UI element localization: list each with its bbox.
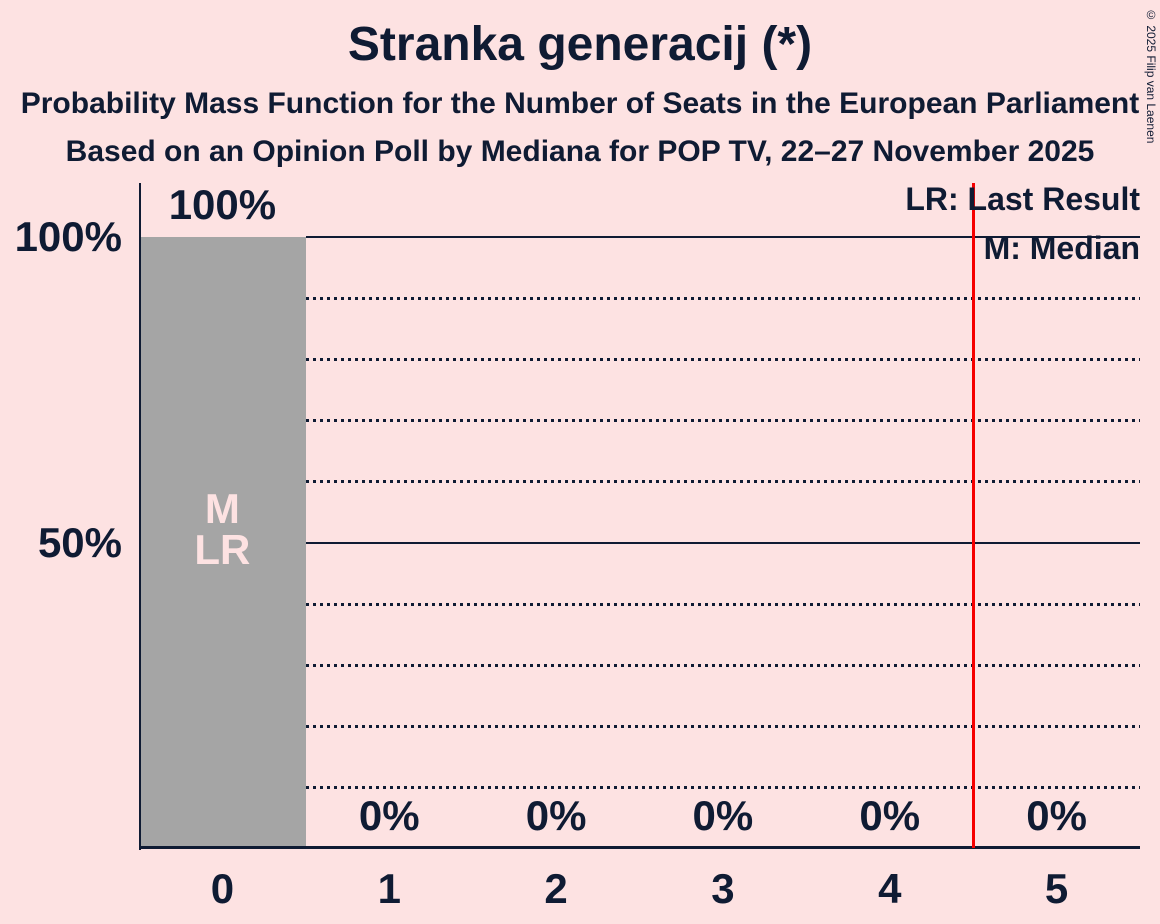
x-tick-label: 3 — [711, 865, 735, 912]
x-axis-line — [139, 846, 1140, 849]
chart-subtitle-line2: Based on an Opinion Poll by Mediana for … — [65, 135, 1095, 168]
median-last-result-annotation: M LR — [142, 485, 302, 573]
bar-value-label: 0% — [859, 792, 921, 839]
x-tick-label: 2 — [544, 865, 568, 912]
majority-threshold-line — [971, 183, 975, 848]
bar-value-label: 0% — [525, 792, 587, 839]
copyright-notice: © 2025 Filip van Laenen — [1144, 8, 1158, 144]
chart-title: Stranka generacij (*) — [347, 18, 813, 71]
x-tick-label: 5 — [1044, 865, 1069, 912]
annotation-line: M — [204, 485, 240, 532]
gridline-dotted — [305, 785, 1140, 789]
gridline-dotted — [305, 724, 1140, 728]
gridline-dotted — [305, 358, 1140, 362]
x-tick-label: 4 — [878, 865, 902, 912]
gridline-solid — [305, 541, 1140, 544]
pmf-bar — [139, 237, 306, 848]
gridline-dotted — [305, 480, 1140, 484]
bar-value-label: 100% — [168, 181, 277, 228]
gridline-solid — [305, 236, 1140, 238]
gridline-dotted — [305, 663, 1140, 667]
x-tick-label: 1 — [377, 865, 401, 912]
bar-value-label: 0% — [692, 792, 754, 839]
legend-last-result: LR: Last Result — [905, 181, 1140, 217]
legend-median: M: Median — [983, 230, 1140, 266]
gridline-dotted — [305, 602, 1140, 606]
x-tick-label: 0 — [210, 865, 235, 912]
annotation-line: LR — [194, 526, 251, 573]
bar-value-label: 0% — [1026, 792, 1087, 839]
gridline-dotted — [305, 419, 1140, 423]
chart-subtitle-line1: Probability Mass Function for the Number… — [20, 87, 1140, 120]
y-axis-line — [139, 183, 141, 850]
y-axis-label: 100% — [14, 213, 122, 260]
bar-value-label: 0% — [358, 792, 420, 839]
gridline-dotted — [305, 297, 1140, 301]
y-axis-label: 50% — [37, 518, 122, 566]
